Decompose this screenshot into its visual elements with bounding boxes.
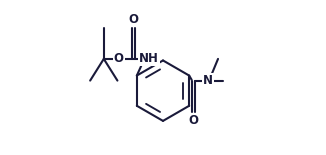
Text: O: O bbox=[188, 114, 198, 127]
Text: O: O bbox=[128, 13, 139, 26]
Text: NH: NH bbox=[139, 52, 159, 65]
Text: N: N bbox=[203, 74, 213, 87]
Text: O: O bbox=[114, 52, 124, 65]
